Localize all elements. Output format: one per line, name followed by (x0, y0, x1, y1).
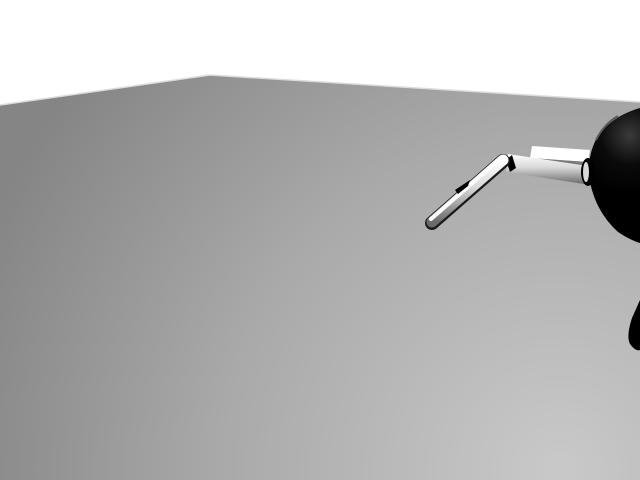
ground-plane (0, 75, 640, 480)
robot-gripper-finger (425, 154, 510, 230)
ground-plane-edge (0, 74, 640, 106)
robot-body (581, 108, 640, 243)
robot-arm (425, 108, 640, 351)
robot-rear-leg (628, 300, 640, 351)
